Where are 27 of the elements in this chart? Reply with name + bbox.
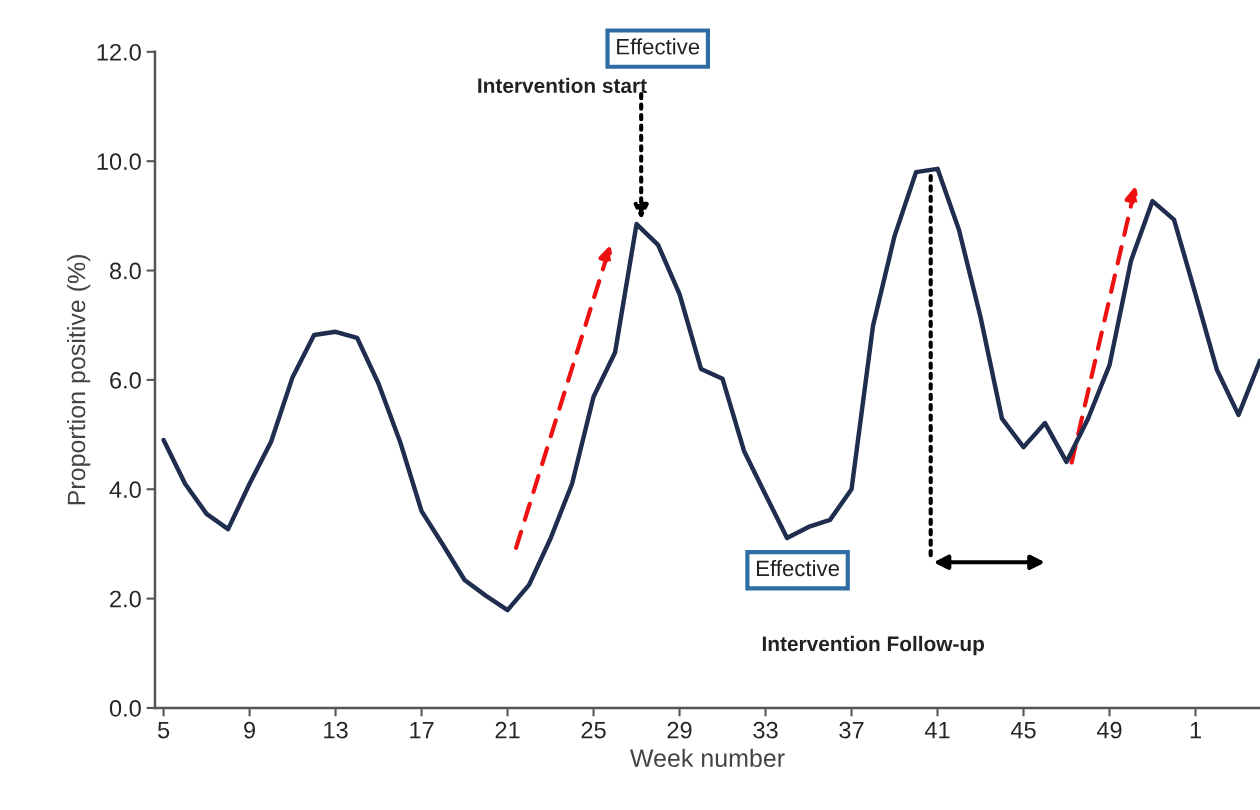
y-tick-label: 2.0 — [110, 590, 141, 608]
annotation: Effective — [617, 38, 700, 55]
y-axis-title: Proportion positive (%) — [66, 254, 91, 505]
x-tick-label: 13 — [324, 721, 348, 739]
y-tick-label: 0.0 — [109, 700, 141, 717]
y-tick-label: 6.0 — [110, 371, 141, 389]
x-tick-label: 1 — [1190, 722, 1201, 739]
y-tick-label: 4.0 — [109, 481, 141, 499]
x-axis-title: Week number — [630, 748, 785, 768]
x-tick-label: 21 — [495, 721, 520, 739]
x-tick-label: 17 — [410, 722, 434, 739]
annotation: Effective — [756, 559, 840, 577]
annotation: Intervention start — [478, 77, 647, 94]
x-tick-label: 25 — [581, 721, 606, 739]
annotation: Intervention Follow-up — [762, 635, 985, 656]
y-tick-label: 12.0 — [97, 43, 141, 61]
x-tick-label: 41 — [924, 722, 950, 739]
x-tick-label: 49 — [1096, 721, 1122, 739]
x-tick-label: 29 — [667, 721, 692, 739]
x-tick-label: 5 — [157, 722, 170, 739]
line-series — [161, 166, 1260, 613]
y-tick-label: 10.0 — [97, 153, 141, 170]
y-tick-label: 8.0 — [109, 262, 141, 280]
x-tick-label: 9 — [244, 721, 256, 739]
x-tick-label: 37 — [839, 721, 864, 739]
x-tick-label: 45 — [1010, 722, 1036, 739]
x-tick-label: 33 — [753, 721, 778, 739]
